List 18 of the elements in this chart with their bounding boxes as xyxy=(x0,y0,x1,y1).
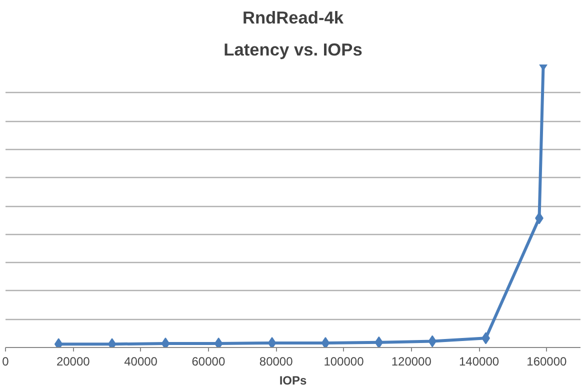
x-tick-label: 160000 xyxy=(526,354,568,368)
x-tick-label: 120000 xyxy=(391,354,432,368)
point xyxy=(428,335,437,348)
point xyxy=(374,336,384,348)
x-tick-label: 100000 xyxy=(324,354,364,368)
x-tick-label: 20000 xyxy=(56,354,90,368)
chart-subtitle: Latency vs. IOPs xyxy=(224,40,362,60)
x-tick-label: 60000 xyxy=(192,354,226,368)
x-tick-label: 80000 xyxy=(259,354,294,368)
point xyxy=(268,336,276,348)
point xyxy=(161,338,170,348)
x-tick-label: 40000 xyxy=(124,354,158,368)
point xyxy=(214,338,223,348)
point xyxy=(321,336,330,348)
x-axis-title: IOPs xyxy=(279,374,307,388)
chart-title: RndRead-4k xyxy=(242,8,344,28)
x-tick-label: 0 xyxy=(2,354,10,368)
x-tick-label: 140000 xyxy=(459,354,500,368)
